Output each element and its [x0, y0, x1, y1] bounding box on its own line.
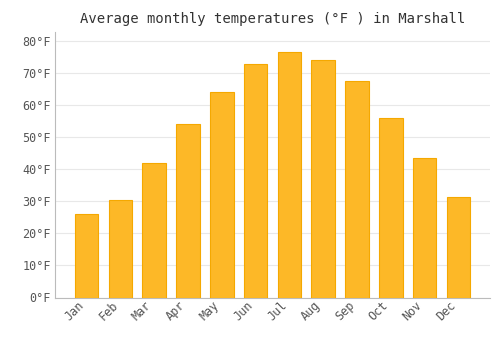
Bar: [176, 125, 200, 298]
Bar: [345, 81, 369, 298]
Bar: [413, 158, 436, 298]
Bar: [278, 52, 301, 298]
Bar: [75, 214, 98, 298]
Bar: [312, 60, 335, 298]
Bar: [210, 92, 234, 298]
Bar: [108, 200, 132, 298]
Bar: [142, 163, 166, 298]
Bar: [244, 64, 268, 298]
Bar: [379, 118, 402, 297]
Title: Average monthly temperatures (°F ) in Marshall: Average monthly temperatures (°F ) in Ma…: [80, 12, 465, 26]
Bar: [446, 197, 470, 298]
